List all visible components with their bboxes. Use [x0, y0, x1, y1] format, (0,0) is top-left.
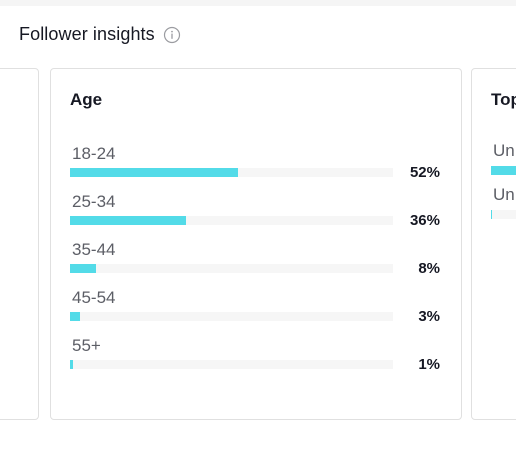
top-card-title: Top: [491, 90, 516, 109]
age-card: Age 18-24 52% 25-34 36% 35-44 8% 45-54 3…: [50, 68, 462, 420]
location-bar-fill: [491, 210, 493, 219]
age-range-label: 25-34: [72, 192, 116, 211]
age-bar-fill: [70, 360, 74, 369]
location-bar-track: [491, 210, 516, 219]
age-bar-fill: [70, 216, 187, 225]
age-row: 35-44 8%: [51, 240, 461, 288]
age-percent: 52%: [409, 164, 440, 181]
age-bar-track: [70, 168, 393, 177]
age-bar-fill: [70, 312, 80, 321]
location-label: Un: [493, 185, 515, 204]
age-bar-fill: [70, 168, 238, 177]
age-bar-track: [70, 312, 393, 321]
section-header: Follower insights: [19, 24, 181, 45]
age-percent: 36%: [409, 212, 440, 229]
age-row: 18-24 52%: [51, 144, 461, 192]
top-divider-strip: [0, 0, 516, 6]
age-bar-track: [70, 216, 393, 225]
age-card-title: Age: [70, 90, 103, 109]
age-range-label: 45-54: [72, 288, 116, 307]
age-bar-fill: [70, 264, 96, 273]
age-row: 25-34 36%: [51, 192, 461, 240]
age-bar-track: [70, 360, 393, 369]
age-row: 45-54 3%: [51, 288, 461, 336]
top-locations-card: Top Un Un: [471, 68, 516, 420]
age-range-label: 55+: [72, 336, 101, 355]
age-range-label: 18-24: [72, 144, 116, 163]
location-bar-track: [491, 166, 516, 175]
location-bar-fill: [491, 166, 516, 175]
age-row: 55+ 1%: [51, 336, 461, 384]
age-percent: 3%: [418, 308, 440, 325]
previous-insight-card: [0, 68, 39, 420]
location-label: Un: [493, 141, 515, 160]
age-bar-track: [70, 264, 393, 273]
age-percent: 8%: [418, 260, 440, 277]
info-circle-icon[interactable]: [163, 26, 181, 44]
age-range-label: 35-44: [72, 240, 116, 259]
section-title: Follower insights: [19, 24, 155, 44]
age-percent: 1%: [418, 356, 440, 373]
